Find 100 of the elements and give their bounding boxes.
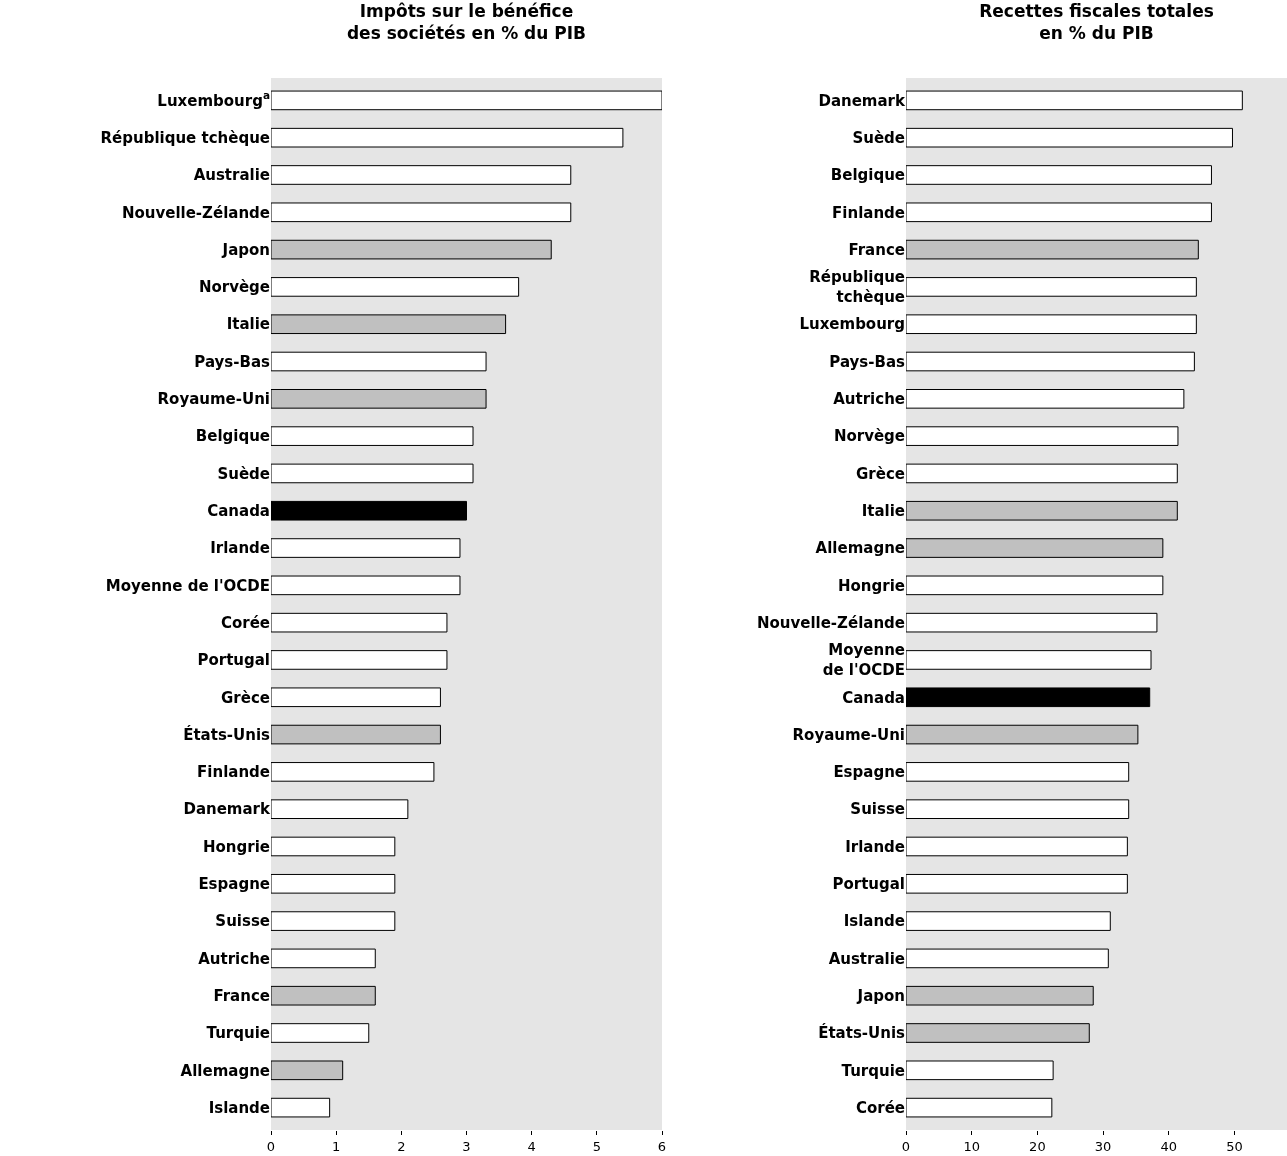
y-tick-label: Grèce [221,688,270,707]
y-tick-label: Danemark [183,800,272,819]
y-tick-label: Danemark [818,91,907,110]
x-tick-label: 10 [963,1138,980,1154]
bar [906,314,1197,335]
bar [271,314,507,335]
y-tick-label: Luxembourg [799,315,905,334]
y-tick-label: Hongrie [203,837,270,856]
bar [906,911,1111,931]
y-tick-label: Islande [843,912,905,931]
x-tick-label: 4 [527,1138,536,1154]
bar [906,836,1128,857]
bar [906,687,1151,708]
y-tick-label: Turquie [841,1061,905,1080]
y-tick-label: Autriche [198,949,270,968]
y-tick-label: Moyenne de l'OCDE [105,576,270,595]
y-tick-label: Suisse [215,912,270,931]
x-tick-label: 20 [1029,1138,1046,1154]
y-tick-label: Norvège [198,278,270,297]
x-tick-label: 30 [1094,1138,1112,1154]
bar [271,538,461,558]
x-tick-label: 3 [462,1138,471,1154]
y-tick-label: France [213,986,270,1005]
bar [271,948,376,969]
y-tick-label: Canada [842,688,905,707]
y-tick-label: Nouvelle-Zélande [756,613,905,632]
y-tick-label: Irlande [845,837,905,856]
y-tick-label: États-Unis [183,724,271,744]
y-tick-label: Pays-Bas [194,352,271,371]
y-tick-label: Allemagne [180,1061,270,1080]
bar [271,873,396,894]
y-tick-label: Nouvelle-Zélande [121,203,270,222]
bar [271,277,520,297]
y-tick-label: Royaume-Uni [157,390,270,409]
bar [271,911,396,931]
bar [906,426,1179,446]
y-tick-label: Grèce [856,464,905,483]
y-tick-label: Canada [207,501,270,520]
y-tick-label: Italie [861,501,905,520]
y-tick-label: Finlande [832,203,905,222]
bar [271,985,376,1006]
y-tick-label: Espagne [833,763,905,782]
y-tick-label: Royaume-Uni [792,725,905,744]
bar [906,1060,1054,1081]
bar [271,762,435,782]
y-tick-label: Islande [208,1098,270,1117]
bar [271,575,461,596]
bar [906,389,1185,409]
bar [271,836,396,857]
bar [271,650,448,670]
chart-title: Impôts sur le bénéfice des sociétés en % du PIB [346,1,587,44]
y-tick-label: Moyenne de l'OCDE [822,641,905,679]
x-tick-label: 40 [1160,1138,1178,1154]
bar [271,463,474,484]
bar [906,500,1178,521]
y-tick-label: Suède [852,128,905,147]
y-tick-label: Corée [220,613,270,632]
y-tick-label: République tchèque [100,128,270,147]
bar [906,612,1158,633]
bar [906,277,1197,297]
bar [271,127,624,148]
bar [271,612,448,633]
bar [271,500,467,521]
x-tick-label: 1 [332,1138,341,1154]
bar [271,799,409,819]
bar [906,724,1139,745]
bar [906,463,1178,484]
x-tick-label: 50 [1226,1138,1243,1154]
bar [271,1060,344,1081]
bar [906,351,1195,372]
y-tick-label: France [848,240,905,259]
y-tick-label: Portugal [832,875,905,894]
x-tick-label: 0 [266,1138,276,1154]
y-tick-label: Belgique [195,427,270,446]
chart-title: Recettes fiscales totales en % du PIB [979,1,1214,44]
y-tick-label: Allemagne [815,539,905,558]
y-tick-label: Turquie [206,1024,270,1043]
bar [271,426,474,446]
bar [271,239,552,260]
y-tick-label: Pays-Bas [829,352,906,371]
x-tick-label: 5 [592,1138,601,1154]
bar [271,202,572,223]
y-tick-label: Finlande [197,763,270,782]
bar [906,873,1128,894]
y-tick-label: Autriche [833,390,905,409]
bar [906,985,1094,1006]
bar [906,239,1199,260]
y-tick-label: Irlande [210,539,270,558]
x-tick-label: 0 [901,1138,911,1154]
bar [906,90,1243,111]
x-tick-label: 2 [397,1138,406,1154]
y-tick-label: Italie [226,315,270,334]
bar [906,165,1212,185]
y-tick-label: Australie [193,166,270,185]
y-tick-label: Japon [221,240,270,259]
y-tick-label: Espagne [198,875,270,894]
y-tick-label: Luxembourg$^{a}$ [157,89,270,110]
y-tick-label: Norvège [833,427,905,446]
bar [271,687,441,708]
bar [271,351,487,372]
